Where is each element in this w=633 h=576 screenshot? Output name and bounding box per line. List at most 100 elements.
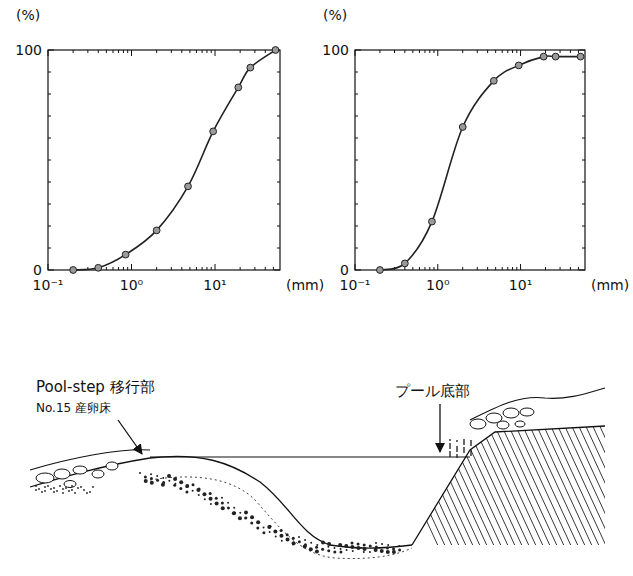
- plot-frame: [355, 50, 585, 270]
- gravel-dot: [273, 529, 277, 533]
- hatch-line: [590, 420, 633, 550]
- y-tick-label: 100: [322, 42, 349, 58]
- hatch-line: [380, 420, 440, 550]
- x-minor-tick: [106, 50, 107, 53]
- y-minor-tick: [48, 204, 51, 205]
- sand-dot: [71, 489, 73, 491]
- y-tick: [355, 50, 361, 51]
- x-minor-tick: [462, 50, 463, 53]
- gravel-dot: [262, 531, 265, 534]
- y-tick: [274, 270, 280, 271]
- x-axis-title: (mm): [591, 277, 629, 293]
- sand-dot: [41, 491, 43, 493]
- y-minor-tick: [277, 94, 280, 95]
- gravel-dot: [346, 549, 348, 551]
- gravel-dot: [244, 510, 248, 514]
- x-minor-tick: [545, 267, 546, 270]
- gravel-dot: [267, 525, 271, 529]
- site-label: No.15 産卵床: [36, 401, 111, 415]
- sand-dot: [449, 455, 451, 457]
- x-tick: [437, 50, 438, 56]
- sediment-line: [150, 477, 412, 559]
- x-minor-tick: [127, 267, 128, 270]
- x-minor-tick: [202, 50, 203, 53]
- y-minor-tick: [48, 116, 51, 117]
- gravel-dot: [327, 542, 331, 546]
- gravel-dot: [238, 516, 242, 520]
- x-minor-tick: [495, 50, 496, 53]
- curve: [73, 50, 275, 270]
- gravel-dot: [363, 547, 367, 551]
- x-minor-tick: [560, 50, 561, 53]
- sand-dot: [449, 439, 451, 441]
- gravel-dot: [292, 537, 295, 540]
- sand-dot: [83, 489, 85, 491]
- gravel-dot: [356, 546, 360, 550]
- gravel-dot: [279, 534, 283, 538]
- gravel-dot: [179, 480, 183, 484]
- sand-dot: [449, 451, 451, 453]
- gravel-dot: [173, 477, 177, 481]
- x-minor-tick: [73, 50, 74, 53]
- hatch-line: [611, 420, 633, 550]
- y-tick: [48, 50, 54, 51]
- gravel-dot: [398, 549, 401, 552]
- x-minor-tick: [512, 50, 513, 53]
- cobble: [520, 408, 534, 416]
- x-tick-label: 10¹: [509, 277, 532, 293]
- gravel-dot: [150, 477, 153, 480]
- gravel-dot: [298, 536, 300, 538]
- data-point: [577, 53, 584, 60]
- x-minor-tick: [570, 50, 571, 53]
- data-group: [377, 53, 584, 273]
- gravel-dot: [204, 498, 206, 500]
- sand-dot: [50, 488, 52, 490]
- gravel-dot: [333, 551, 336, 554]
- gravel-dot: [298, 540, 301, 543]
- x-minor-tick: [404, 50, 405, 53]
- y-tick: [579, 50, 585, 51]
- arrow: [439, 404, 440, 452]
- gravel-dot: [333, 547, 335, 549]
- y-minor-tick: [48, 138, 51, 139]
- plot-frame: [48, 50, 280, 270]
- sand-dot: [470, 450, 472, 452]
- cobble: [106, 462, 118, 470]
- sand-dot: [62, 488, 64, 490]
- y-minor-tick: [277, 204, 280, 205]
- y-minor-tick: [582, 116, 585, 117]
- gravel-dot: [309, 547, 313, 551]
- x-minor-tick: [419, 267, 420, 270]
- gravel-dot: [192, 483, 195, 486]
- sand-dot: [77, 487, 79, 489]
- x-axis-title: (mm): [286, 277, 324, 293]
- data-point: [247, 64, 254, 71]
- gravel-dot: [321, 548, 324, 551]
- data-point: [459, 124, 466, 131]
- sand-dot: [80, 486, 82, 488]
- data-point: [185, 183, 192, 190]
- gravel-dot: [392, 550, 396, 554]
- sand-dot: [449, 447, 451, 449]
- gravel-dot: [327, 549, 330, 552]
- y-minor-tick: [355, 72, 358, 73]
- gravel-dot: [167, 474, 171, 478]
- sand-dot: [456, 456, 458, 458]
- curve: [380, 56, 581, 270]
- x-minor-tick: [240, 267, 241, 270]
- x-minor-tick: [429, 267, 430, 270]
- data-point: [552, 53, 559, 60]
- diagram: Pool-step 移行部No.15 産卵床プール底部: [30, 378, 633, 559]
- y-minor-tick: [48, 226, 51, 227]
- x-minor-tick: [106, 267, 107, 270]
- sand-dot: [449, 443, 451, 445]
- gravel-dot: [179, 487, 182, 490]
- x-minor-tick: [412, 50, 413, 53]
- y-minor-tick: [48, 72, 51, 73]
- bedrock-edge: [412, 426, 605, 545]
- sand-dot: [449, 453, 451, 455]
- y-minor-tick: [355, 138, 358, 139]
- data-point: [272, 47, 279, 54]
- y-minor-tick: [582, 226, 585, 227]
- x-minor-tick: [516, 50, 517, 53]
